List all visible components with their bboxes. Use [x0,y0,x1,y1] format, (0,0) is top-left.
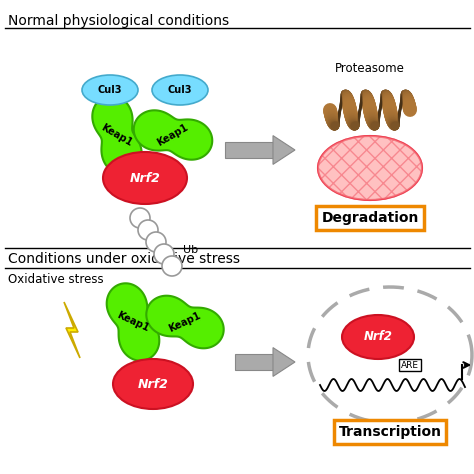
Circle shape [138,220,158,240]
Text: Keap1: Keap1 [167,310,203,334]
Text: ARE: ARE [401,361,419,370]
Text: Cul3: Cul3 [98,85,122,95]
Polygon shape [64,302,80,358]
Text: Keap1: Keap1 [100,122,135,148]
Polygon shape [273,136,295,164]
Ellipse shape [82,75,138,105]
Text: Oxidative stress: Oxidative stress [8,273,104,286]
Text: Transcription: Transcription [338,425,441,439]
Circle shape [130,208,150,228]
Polygon shape [225,142,273,158]
Ellipse shape [103,152,187,204]
Polygon shape [273,347,295,376]
Polygon shape [146,296,224,348]
Circle shape [154,244,174,264]
Polygon shape [134,110,212,160]
Text: Cul3: Cul3 [168,85,192,95]
Circle shape [146,232,166,252]
Ellipse shape [318,136,422,200]
Text: Normal physiological conditions: Normal physiological conditions [8,14,229,28]
Circle shape [162,256,182,276]
Text: Nrf2: Nrf2 [137,377,168,391]
Text: Nrf2: Nrf2 [364,330,392,344]
Ellipse shape [152,75,208,105]
Polygon shape [235,354,273,370]
Ellipse shape [342,315,414,359]
Text: Ub: Ub [183,245,198,255]
Ellipse shape [318,136,422,200]
Text: Keap1: Keap1 [115,310,151,334]
Ellipse shape [113,359,193,409]
Text: Conditions under oxidative stress: Conditions under oxidative stress [8,252,240,266]
Text: Keap1: Keap1 [155,122,191,148]
Text: Degradation: Degradation [321,211,419,225]
Polygon shape [107,283,159,361]
Text: Proteasome: Proteasome [335,62,405,74]
Polygon shape [92,96,142,174]
Text: Nrf2: Nrf2 [129,172,160,184]
Ellipse shape [318,136,422,200]
